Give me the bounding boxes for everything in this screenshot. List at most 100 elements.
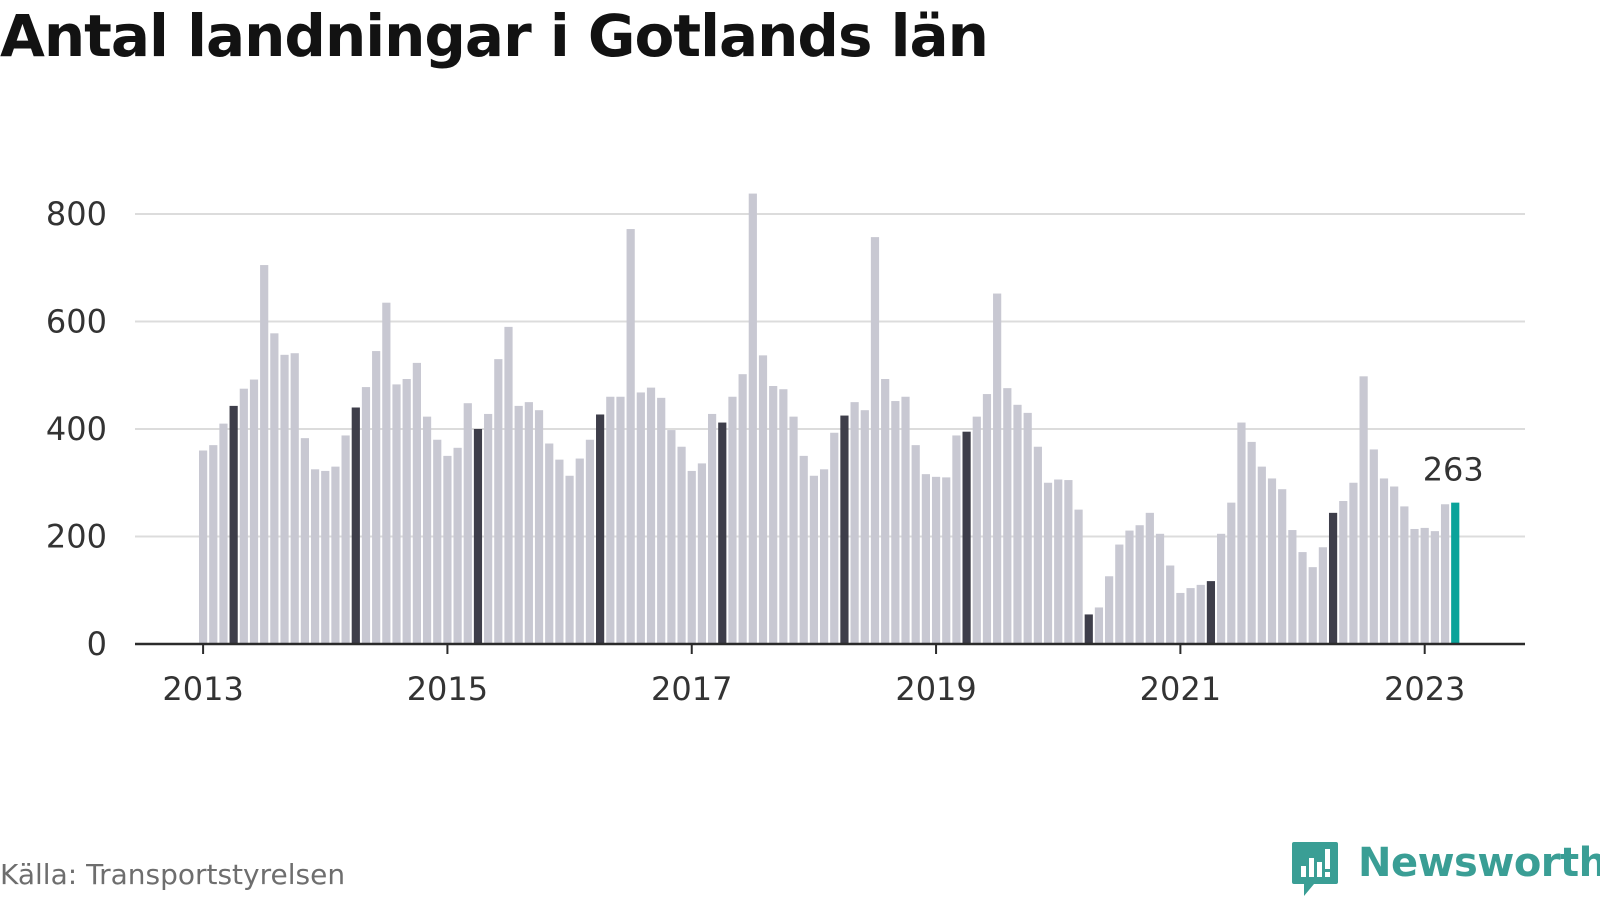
latest-value-label: 263	[1423, 451, 1484, 489]
y-tick-label: 0	[87, 625, 107, 663]
bar	[1105, 576, 1114, 644]
bar	[646, 387, 656, 644]
bar	[1023, 412, 1032, 645]
bar	[819, 469, 829, 644]
axes: 0 200 400 600 800 2013 2015 2017 2019 2021 2023	[46, 195, 1525, 708]
bar	[1288, 530, 1297, 644]
bar	[830, 432, 839, 644]
bar	[1339, 501, 1348, 644]
bar	[1420, 527, 1429, 644]
bar	[280, 354, 289, 644]
bar	[1013, 404, 1022, 644]
bar	[921, 474, 930, 644]
bar	[606, 396, 615, 644]
bar	[1155, 533, 1165, 644]
bar	[361, 387, 371, 644]
bar	[1451, 502, 1460, 644]
bar	[1054, 479, 1063, 644]
bar	[1369, 449, 1378, 644]
bar	[199, 450, 208, 644]
bar	[1135, 525, 1144, 644]
bar	[881, 379, 890, 644]
bar	[677, 446, 686, 644]
bar	[748, 193, 757, 644]
x-tick-label: 2013	[162, 670, 243, 708]
bar	[616, 396, 625, 644]
bar	[667, 430, 676, 644]
bar	[972, 416, 981, 644]
bar	[626, 229, 635, 645]
x-tick-label: 2017	[651, 670, 732, 708]
bar	[514, 405, 523, 644]
bar	[1217, 533, 1226, 644]
bar	[779, 389, 788, 644]
bar	[769, 386, 778, 644]
bar	[412, 362, 421, 644]
bar	[1247, 441, 1256, 644]
bar	[891, 401, 900, 644]
x-tick-label: 2019	[895, 670, 976, 708]
bar	[219, 423, 228, 645]
bar	[738, 374, 747, 644]
bar	[1298, 552, 1307, 644]
bar	[484, 413, 493, 644]
bar	[1237, 422, 1246, 644]
bar	[351, 407, 360, 644]
bar	[596, 414, 605, 644]
y-tick-label: 600	[46, 303, 107, 341]
bar	[504, 326, 513, 645]
bar	[1430, 531, 1439, 645]
bar	[1278, 489, 1287, 644]
bar	[1176, 592, 1185, 644]
bar	[1440, 504, 1450, 644]
bar	[952, 435, 961, 644]
bar	[1033, 446, 1042, 644]
bar	[1308, 567, 1317, 644]
bar	[982, 394, 992, 644]
bar	[433, 439, 442, 644]
bar	[1410, 528, 1419, 644]
bar	[809, 475, 818, 644]
logo-wordmark: Newsworthy	[1358, 840, 1600, 886]
bar	[1074, 509, 1083, 645]
bar	[850, 402, 859, 645]
bar	[1328, 512, 1338, 644]
bar	[942, 477, 951, 645]
bar	[1206, 581, 1216, 644]
bar	[1115, 544, 1124, 644]
bar	[1359, 376, 1368, 644]
y-tick-label: 400	[46, 410, 107, 448]
bar	[494, 359, 503, 645]
bar	[962, 431, 971, 644]
bar	[1064, 480, 1073, 644]
bar	[1227, 502, 1236, 644]
bar	[290, 353, 299, 644]
bar	[840, 415, 849, 644]
bar	[789, 416, 798, 644]
bar	[1125, 530, 1134, 644]
bar	[209, 445, 218, 645]
bar	[911, 445, 920, 645]
newsworthy-logo: Newsworthy	[1290, 840, 1600, 900]
bar	[453, 447, 462, 644]
bar	[1166, 565, 1175, 644]
bar	[534, 410, 544, 644]
x-tick-label: 2015	[407, 670, 488, 708]
bar	[1379, 478, 1389, 644]
bar	[1003, 388, 1012, 644]
bar	[300, 438, 309, 644]
bar	[1196, 584, 1205, 645]
bar	[585, 439, 595, 644]
bar	[1186, 588, 1195, 644]
bar	[463, 403, 472, 644]
bar	[758, 355, 768, 644]
y-tick-label: 800	[46, 195, 107, 233]
bar	[524, 402, 533, 645]
bar	[422, 416, 432, 644]
bar	[870, 237, 880, 645]
bar	[931, 476, 941, 644]
data-labels: 263	[1423, 451, 1484, 489]
bar	[443, 455, 452, 645]
